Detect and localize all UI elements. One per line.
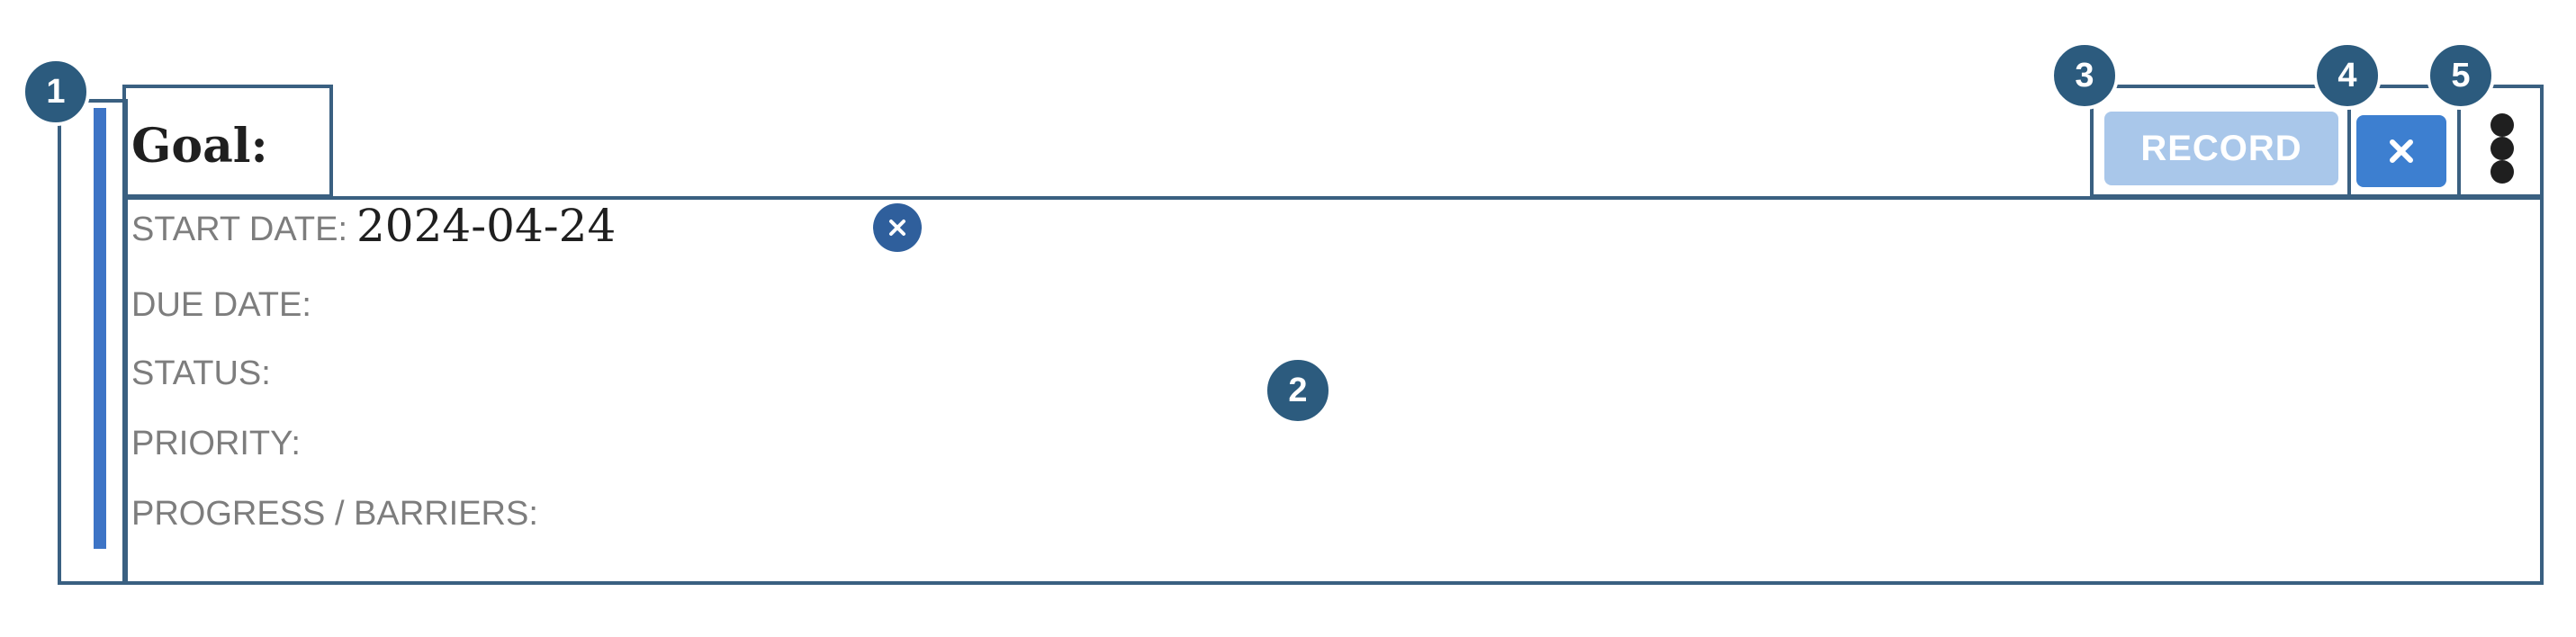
annotation-badge-1: 1 (22, 58, 90, 126)
annotation-badge-3: 3 (2050, 41, 2119, 110)
priority-label: PRIORITY: (131, 425, 301, 462)
start-date-row: START DATE: 2024-04-24 (131, 203, 941, 257)
annotation-badge-2: 2 (1264, 356, 1332, 425)
goal-title: Goal: (131, 119, 268, 174)
annotation-box-goal-details (122, 196, 2544, 585)
annotation-box-menu (2457, 85, 2544, 198)
due-date-label: DUE DATE: (131, 286, 311, 324)
annotation-box-goal-accent (58, 99, 128, 585)
start-date-label: START DATE: (131, 211, 348, 248)
close-button[interactable] (2356, 115, 2446, 187)
more-options-button[interactable] (2475, 108, 2529, 189)
clear-start-date-button[interactable] (873, 203, 922, 252)
progress-barriers-label: PROGRESS / BARRIERS: (131, 495, 538, 533)
record-button[interactable]: RECORD (2104, 112, 2338, 185)
annotation-badge-5: 5 (2427, 41, 2495, 110)
goal-accent-bar (94, 108, 106, 549)
status-label: STATUS: (131, 354, 271, 392)
annotation-badge-4: 4 (2313, 41, 2382, 110)
goal-details: START DATE: 2024-04-24 DUE DATE: STATUS:… (131, 203, 2526, 572)
start-date-value[interactable]: 2024-04-24 (356, 200, 617, 252)
close-icon (889, 220, 905, 236)
close-icon (2390, 139, 2413, 163)
